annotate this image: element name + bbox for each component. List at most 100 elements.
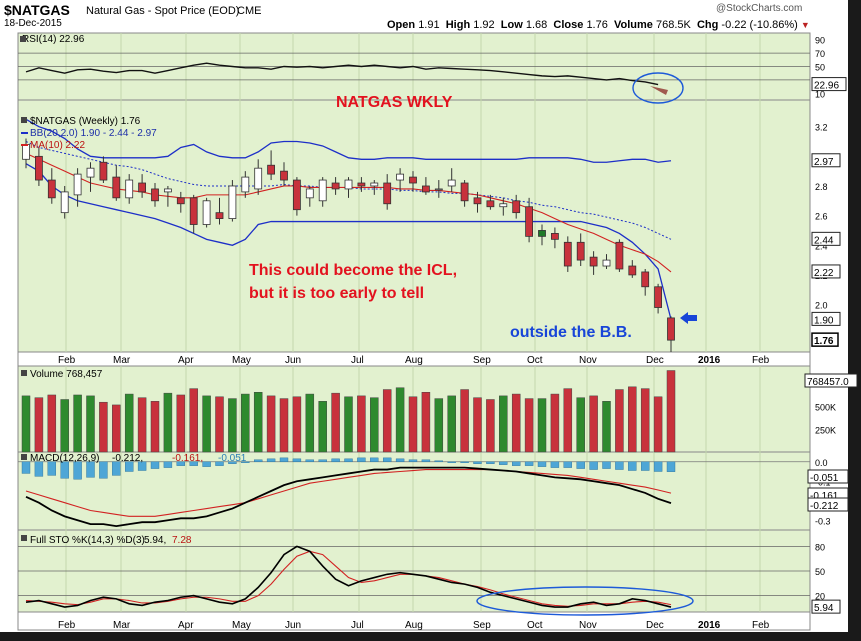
chg-label: Chg <box>696 19 719 31</box>
close-last-label: 1.76 <box>814 336 834 347</box>
macd-hist-bar <box>641 461 650 471</box>
price-ytick-2.0: 2.0 <box>815 301 828 311</box>
rsi-circle-annotation <box>632 72 684 104</box>
volume-bar <box>189 388 198 453</box>
volume-bar <box>395 387 405 453</box>
candle-body <box>641 271 650 288</box>
candle-body <box>215 212 224 219</box>
macd-signal-last-label: -0.161 <box>810 491 839 502</box>
volume-bar <box>137 397 147 453</box>
x-tick-label-bottom-apr: Apr <box>178 620 194 631</box>
rsi-last-value-label: 22.96 <box>814 81 839 92</box>
volume-bar <box>150 401 160 453</box>
sto-legend-d: 7.28 <box>172 535 192 546</box>
macd-hist-bar <box>576 461 585 469</box>
macd-hist-bar <box>47 461 56 476</box>
macd-hist-bar <box>305 459 314 462</box>
x-tick-label-bottom-may: May <box>232 620 251 631</box>
macd-hist-bar <box>176 461 186 466</box>
low-value: 1.68 <box>525 19 548 31</box>
candle-body <box>267 164 276 175</box>
bb-lower-last-label-box <box>811 311 841 326</box>
macd-hist-bar <box>228 461 237 464</box>
symbol-text: $NATGAS <box>4 2 70 18</box>
rsi-ytick-10: 10 <box>815 89 825 99</box>
volume-bar <box>124 393 134 453</box>
rsi-ytick-70: 70 <box>815 49 825 59</box>
volume-bar <box>176 394 186 453</box>
volume-bar <box>460 389 469 453</box>
candle-body <box>551 233 559 240</box>
chart-description: Natural Gas - Spot Price (EOD) <box>86 5 240 17</box>
macd-hist-bar <box>73 461 82 480</box>
volume-bar <box>241 393 250 453</box>
x-tick-label-feb: Feb <box>752 355 770 366</box>
macd-hist-bar <box>524 461 534 466</box>
watermark: @StockCharts.com <box>716 3 803 14</box>
chg-down-arrow-icon: ▼ <box>800 20 810 30</box>
volume-bar <box>34 397 44 453</box>
x-axis-band-top <box>17 351 811 367</box>
open-value: 1.91 <box>418 19 440 31</box>
chart-symbol: $NATGAS <box>4 2 70 18</box>
macd-ytick-0.0: 0.0 <box>815 458 828 468</box>
x-tick-label-apr: Apr <box>178 355 194 366</box>
volume-bar <box>215 396 224 453</box>
macd-hist-bar <box>34 461 44 477</box>
candle-body <box>318 179 327 202</box>
rsi-tail-marker <box>650 86 668 95</box>
candle-body <box>35 155 43 181</box>
candle-body <box>667 317 675 341</box>
candle-body <box>305 188 314 199</box>
sto-last-label-box <box>811 599 841 614</box>
volume-bar <box>434 398 444 453</box>
bb-upper-last-label: 2.97 <box>814 157 834 168</box>
candle-body <box>370 182 379 187</box>
macd-hist-bar <box>150 461 160 469</box>
macd-hist-bar <box>60 461 69 479</box>
volume-bar <box>563 388 573 453</box>
volume-label: Volume <box>613 19 653 31</box>
rsi-ytick-90: 90 <box>815 36 825 46</box>
bb-upper-line <box>25 118 672 163</box>
candle-body <box>202 200 211 225</box>
x-tick-label-bottom-aug: Aug <box>405 620 423 631</box>
volume-bar <box>511 393 521 453</box>
volume-bar <box>99 401 108 453</box>
x-tick-label-mar: Mar <box>113 355 131 366</box>
volume-bar <box>228 398 237 453</box>
volume-bar <box>253 392 263 453</box>
macd-ytick--0.3: -0.3 <box>815 516 831 526</box>
macd-legend-signal: -0.161, <box>172 453 203 464</box>
x-tick-label-aug: Aug <box>405 355 423 366</box>
sto-legend-swatch <box>21 535 27 541</box>
volume-bar <box>524 398 534 453</box>
volume-bar <box>473 397 482 453</box>
macd-hist-bar <box>189 461 198 466</box>
macd-hist-bar <box>292 458 302 462</box>
macd-hist-bar <box>241 461 250 463</box>
sto-circle-annotation <box>476 586 694 616</box>
candle-body <box>409 176 417 184</box>
volume-legend-swatch <box>21 370 27 376</box>
price-ytick-2.4: 2.4 <box>815 241 828 251</box>
x-tick-label-bottom-sep: Sep <box>473 620 491 631</box>
macd-hist-bar <box>99 461 108 479</box>
candle-body <box>447 179 456 187</box>
candle-body <box>22 144 30 160</box>
price-legend-swatch <box>21 117 27 123</box>
volume-bar <box>21 395 31 453</box>
candle-body <box>292 179 301 211</box>
sto-ytick-20: 20 <box>815 592 825 602</box>
macd-hist-bar <box>21 461 31 474</box>
high-label: High <box>445 19 471 31</box>
candle-body <box>176 197 185 205</box>
x-tick-label-bottom-nov: Nov <box>579 620 597 631</box>
macd-hist-bar <box>447 461 456 463</box>
volume-bar <box>537 398 547 453</box>
volume-bar <box>382 389 392 453</box>
macd-hist-last-label: -0.051 <box>810 473 839 484</box>
annotation-title: NATGAS WKLY <box>336 94 453 111</box>
